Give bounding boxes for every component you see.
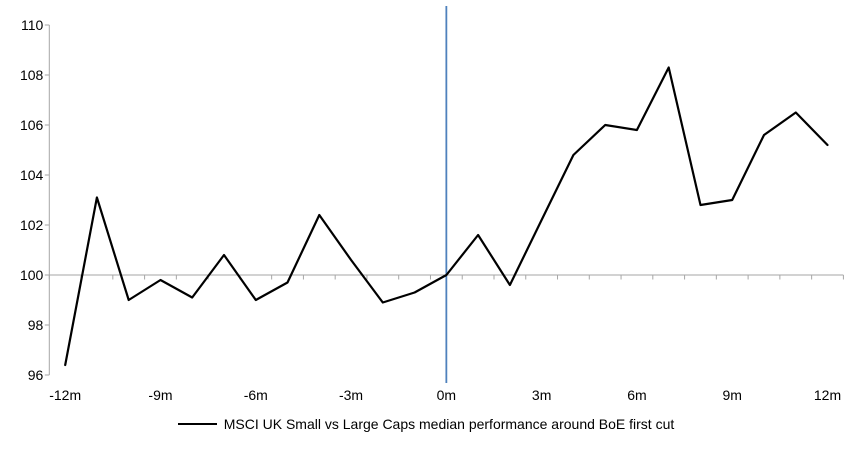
- y-axis-label: 98: [28, 317, 44, 333]
- legend: MSCI UK Small vs Large Caps median perfo…: [0, 416, 852, 432]
- x-axis-label: -12m: [49, 387, 81, 403]
- x-axis-label: -3m: [339, 387, 363, 403]
- y-axis-label: 110: [21, 17, 44, 33]
- x-axis-label: -9m: [148, 387, 172, 403]
- y-axis-label: 108: [20, 67, 44, 83]
- x-axis-label: 9m: [722, 387, 741, 403]
- x-axis-label: -6m: [244, 387, 268, 403]
- x-axis-label: 12m: [814, 387, 841, 403]
- legend-line-swatch: [177, 422, 217, 426]
- x-axis-label: 3m: [532, 387, 551, 403]
- y-axis-label: 102: [20, 217, 44, 233]
- series-line: [64, 66, 829, 367]
- y-axis-label: 96: [28, 367, 44, 383]
- x-axis-label: 6m: [627, 387, 646, 403]
- y-axis-label: 104: [20, 167, 44, 183]
- y-axis-label: 100: [20, 267, 44, 283]
- legend-label: MSCI UK Small vs Large Caps median perfo…: [223, 416, 675, 432]
- x-axis-label: 0m: [437, 387, 456, 403]
- y-axis-label: 106: [20, 117, 44, 133]
